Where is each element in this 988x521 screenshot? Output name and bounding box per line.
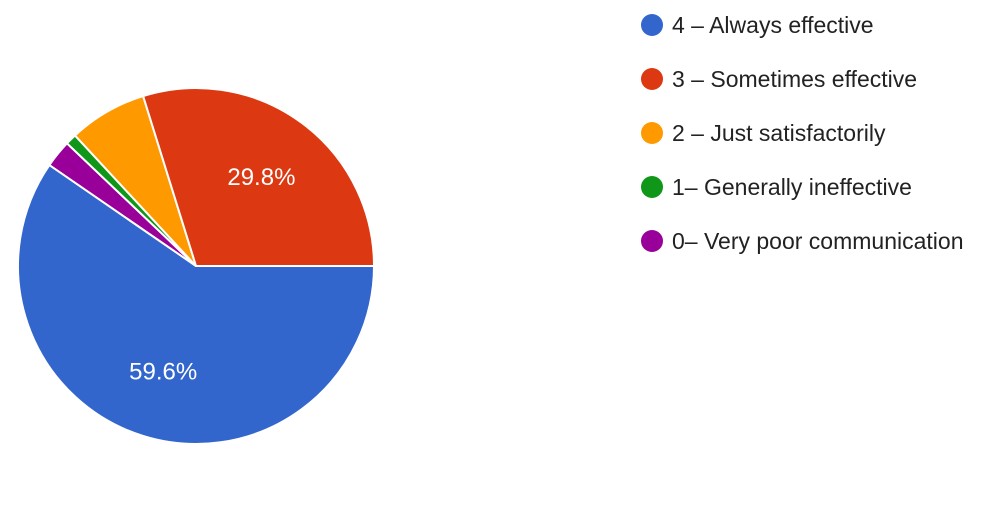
legend-swatch-icon bbox=[641, 122, 663, 144]
legend-swatch-icon bbox=[641, 14, 663, 36]
pie-slice-3-sometimes-effective bbox=[141, 87, 376, 267]
legend: 4 – Always effective 3 – Sometimes effect… bbox=[641, 12, 964, 254]
legend-label: 4 – Always effective bbox=[672, 12, 874, 38]
legend-item-1-generally-ineffective: 1– Generally ineffective bbox=[641, 174, 912, 200]
legend-swatch-icon bbox=[641, 176, 663, 198]
legend-swatch-icon bbox=[641, 230, 663, 252]
legend-swatch-icon bbox=[641, 68, 663, 90]
slice-label-4-always-effective: 59.6% bbox=[129, 358, 197, 385]
legend-item-2-just-satisfactorily: 2 – Just satisfactorily bbox=[641, 120, 886, 146]
slice-labels: 59.6% 29.8% bbox=[129, 164, 295, 385]
slice-label-3-sometimes-effective: 29.8% bbox=[227, 164, 295, 191]
pie-area bbox=[17, 87, 376, 445]
legend-item-0-very-poor-communication: 0– Very poor communication bbox=[641, 228, 964, 254]
legend-label: 3 – Sometimes effective bbox=[672, 66, 917, 92]
legend-item-4-always-effective: 4 – Always effective bbox=[641, 12, 874, 38]
legend-item-3-sometimes-effective: 3 – Sometimes effective bbox=[641, 66, 917, 92]
legend-label: 2 – Just satisfactorily bbox=[672, 120, 886, 146]
legend-label: 0– Very poor communication bbox=[672, 228, 964, 254]
legend-label: 1– Generally ineffective bbox=[672, 174, 912, 200]
pie-slice-4-always-effective bbox=[17, 163, 376, 445]
